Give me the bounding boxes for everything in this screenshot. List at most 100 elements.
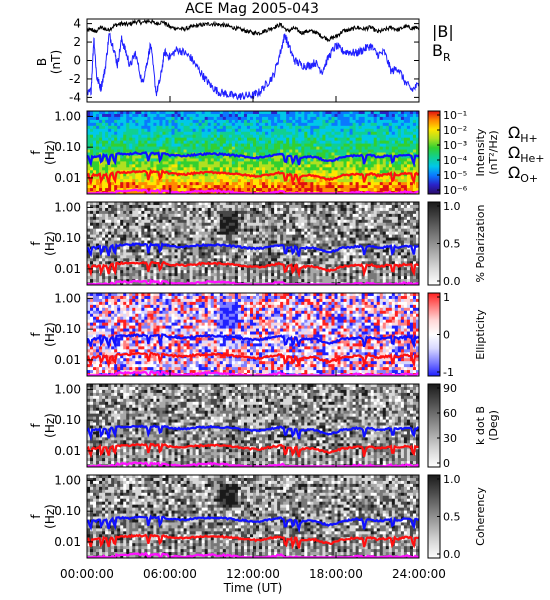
- gyro-line-He-ion: [87, 168, 419, 187]
- colorbar-tick-label: 0.0: [443, 275, 461, 288]
- gyro-line-H-ion: [87, 150, 419, 168]
- x-tick-label: 18:00:00: [309, 567, 363, 581]
- x-axis-label: Time (UT): [223, 581, 283, 595]
- freq-ylabel-line1: f: [29, 514, 43, 519]
- spectrogram-image: [87, 475, 419, 558]
- legend-omega-o: ΩO+: [508, 163, 538, 185]
- field-ylabel-line2: (nT): [49, 50, 63, 74]
- gyro-line-H-ion: [87, 514, 419, 534]
- spectrogram-panel-1: 1.00 0.10 0.01 f (Hz) 10⁻¹ 10⁻² 10⁻³ 10⁻⁴ 10⁻⁵ 10⁻…: [29, 109, 500, 197]
- colorbar-title-line1: % Polarization: [474, 205, 487, 283]
- gyro-line-He-ion: [87, 260, 419, 279]
- field-series-b-radial-line: [86, 32, 420, 101]
- spectrogram-panel-2: 1.00 0.10 0.01 f (Hz) 1.0 0.5 0.0 % Polarization: [29, 200, 487, 288]
- freq-ylabel-line2: (Hz): [43, 413, 57, 438]
- spectrogram-panel-3: 1.00 0.10 0.01 f (Hz) 1 0 -1 Ellipticity: [29, 291, 487, 379]
- freq-ylabel-line1: f: [29, 241, 43, 246]
- freq-tick-label: 0.01: [54, 262, 81, 276]
- colorbar-title-line1: k dot B: [474, 406, 487, 445]
- freq-tick-label: 0.10: [54, 231, 81, 245]
- spectrogram-panel-5: 1.00 0.10 0.01 f (Hz) 1.0 0.5 0.0 Coherency: [29, 473, 487, 561]
- field-ytick-label: -4: [69, 90, 81, 104]
- colorbar-tick-label: 10⁻³: [443, 139, 467, 152]
- colorbar-title-line2: (nT²/Hz): [487, 130, 500, 174]
- colorbar-tick-label: 1.0: [443, 473, 461, 486]
- freq-tick-label: 1.00: [54, 291, 81, 305]
- freq-tick-label: 1.00: [54, 382, 81, 396]
- colorbar-tick-label: 90: [443, 382, 457, 395]
- spectrogram-image: [87, 202, 419, 285]
- freq-ylabel-line2: (Hz): [43, 322, 57, 347]
- freq-ylabel-line2: (Hz): [43, 140, 57, 165]
- colorbar-tick-label: 10⁻⁵: [443, 169, 467, 182]
- colorbar-tick-label: 10⁻⁶: [443, 184, 468, 197]
- freq-tick-label: 0.01: [54, 171, 81, 185]
- field-ytick-label: 4: [73, 17, 81, 31]
- colorbar: [427, 110, 441, 195]
- legend-b-magnitude: |B|: [432, 22, 454, 41]
- chart-title: ACE Mag 2005-043: [185, 1, 319, 17]
- gyro-line-H-ion: [87, 242, 419, 258]
- field-ytick-label: 0: [73, 54, 81, 68]
- freq-ylabel-line2: (Hz): [43, 504, 57, 529]
- freq-tick-label: 0.01: [54, 535, 81, 549]
- freq-tick-label: 1.00: [54, 473, 81, 487]
- gyro-line-He-ion: [87, 351, 419, 369]
- freq-tick-label: 1.00: [54, 109, 81, 123]
- x-tick-label: 06:00:00: [143, 567, 197, 581]
- colorbar-title-line1: Coherency: [474, 487, 487, 546]
- field-series-b-magnitude-line: [86, 18, 420, 43]
- field-ytick-label: -2: [69, 72, 81, 86]
- freq-tick-label: 0.10: [54, 413, 81, 427]
- freq-ylabel-line1: f: [29, 332, 43, 337]
- colorbar-tick-label: 0: [443, 329, 450, 342]
- spectrogram-image: [87, 293, 419, 376]
- colorbar-tick-label: 0.0: [443, 548, 461, 561]
- gyro-line-H-ion: [87, 333, 419, 350]
- colorbar-tick-label: 0.5: [443, 238, 461, 251]
- freq-tick-label: 0.10: [54, 504, 81, 518]
- field-ytick-label: 2: [73, 35, 81, 49]
- freq-tick-label: 1.00: [54, 200, 81, 214]
- freq-tick-label: 0.10: [54, 140, 81, 154]
- colorbar-title-line1: Intensity: [474, 128, 487, 176]
- gyrofrequency-legend: ΩH+ ΩHe+ ΩO+: [508, 123, 545, 185]
- freq-ylabel-line2: (Hz): [43, 231, 57, 256]
- colorbar-title-line1: Ellipticity: [474, 309, 487, 360]
- colorbar-tick-label: 1.0: [443, 200, 461, 213]
- colorbar-tick-label: 10⁻¹: [443, 109, 467, 122]
- colorbar-tick-label: 10⁻⁴: [443, 154, 468, 167]
- x-tick-label: 00:00:00: [60, 567, 114, 581]
- legend-b-radial: BR: [432, 41, 451, 64]
- x-tick-label: 12:00:00: [226, 567, 280, 581]
- colorbar-tick-label: 0: [443, 457, 450, 470]
- freq-ylabel-line1: f: [29, 423, 43, 428]
- x-tick-label: 24:00:00: [392, 567, 446, 581]
- legend-b-radial-base: B: [432, 41, 443, 60]
- legend-b-radial-subscript: R: [443, 51, 451, 64]
- freq-tick-label: 0.01: [54, 444, 81, 458]
- colorbar-tick-label: 30: [443, 432, 457, 445]
- field-ylabel-line1: B: [35, 58, 49, 66]
- gyro-line-H-ion: [87, 424, 419, 442]
- gyro-line-He-ion: [87, 442, 419, 459]
- freq-tick-label: 0.10: [54, 322, 81, 336]
- colorbar-tick-label: 60: [443, 407, 457, 420]
- spectrogram-image: [87, 384, 419, 467]
- colorbar-title-line2: (Deg): [487, 410, 500, 441]
- legend-omega-he: ΩHe+: [508, 143, 545, 165]
- freq-ylabel-line1: f: [29, 150, 43, 155]
- spectrogram-image: [87, 111, 419, 194]
- colorbar: [427, 383, 441, 468]
- gyro-line-He-ion: [87, 533, 419, 550]
- colorbar-tick-label: 0.5: [443, 511, 461, 524]
- field-panel-frame: [86, 18, 420, 103]
- colorbar-tick-label: -1: [443, 366, 454, 379]
- spectrogram-panel-4: 1.00 0.10 0.01 f (Hz) 90 60 30 0 k dot B (Deg): [29, 382, 500, 470]
- colorbar-tick-label: 10⁻²: [443, 124, 467, 137]
- magnetic-field-panel: 420-2-4 B (nT) |B| BR: [35, 17, 454, 105]
- colorbar-tick-label: 1: [443, 291, 450, 304]
- legend-omega-h: ΩH+: [508, 123, 538, 145]
- freq-tick-label: 0.01: [54, 353, 81, 367]
